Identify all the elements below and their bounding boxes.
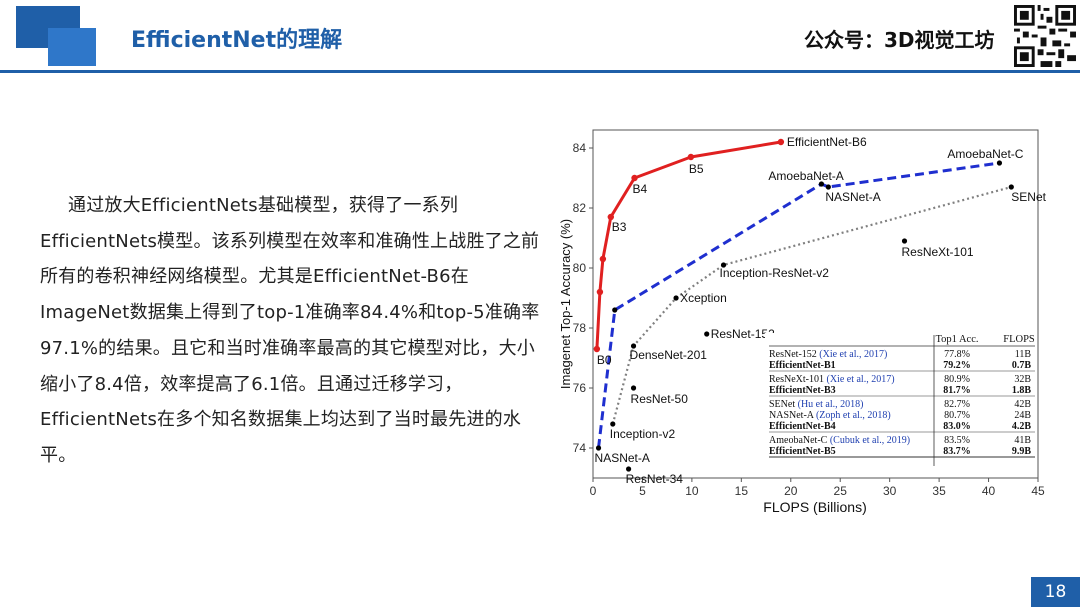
table-row-flops: 24B (1014, 410, 1031, 421)
table-row-flops: 11B (1015, 349, 1032, 360)
data-point (599, 255, 607, 263)
logo-front-square (48, 28, 96, 66)
data-point (630, 385, 637, 391)
table-row-flops: 0.7B (1012, 360, 1032, 371)
table-row-acc: 80.7% (944, 410, 970, 421)
table-row-flops: 1.8B (1012, 385, 1032, 396)
table-row-acc: 83.0% (943, 421, 971, 432)
data-point (595, 445, 602, 451)
point-label: EfficientNet-B6 (787, 135, 867, 149)
table-row-flops: 41B (1014, 435, 1031, 446)
header-divider (0, 70, 1080, 73)
data-point (607, 213, 614, 221)
point-label: B0 (597, 353, 612, 367)
slide-title: EfficientNet的理解 (131, 28, 343, 53)
table-header-acc: Top1 Acc. (935, 334, 978, 345)
table-row-model: EfficientNet-B3 (769, 385, 836, 396)
table-row-acc: 83.5% (944, 435, 970, 446)
x-axis-label: FLOPS (Billions) (763, 499, 866, 515)
point-label: AmoebaNet-A (768, 169, 843, 183)
table-row-model: EfficientNet-B4 (769, 421, 836, 432)
x-tick-label: 40 (982, 484, 996, 498)
table-row-acc: 77.8% (944, 349, 970, 360)
point-label: ResNet-50 (631, 392, 689, 406)
y-tick-label: 76 (573, 381, 587, 395)
data-point (704, 331, 710, 337)
point-label: NASNet-A (825, 190, 880, 204)
point-label: ResNeXt-101 (902, 245, 974, 259)
y-tick-label: 82 (573, 201, 587, 215)
table-header-flops: FLOPS (1003, 334, 1035, 345)
y-tick-label: 84 (573, 141, 587, 155)
table-row-acc: 80.9% (944, 374, 970, 385)
point-label: Inception-ResNet-v2 (720, 266, 830, 280)
data-point (996, 160, 1003, 166)
table-row-model: EfficientNet-B1 (769, 360, 836, 371)
data-point (825, 184, 831, 190)
table-background (765, 333, 1035, 469)
data-point (1008, 184, 1014, 190)
table-row-model: ResNet-152 (Xie et al., 2017) (769, 349, 887, 360)
y-tick-label: 74 (573, 441, 587, 455)
data-point (593, 345, 601, 353)
point-label: SENet (1011, 190, 1046, 204)
efficientnet-accuracy-chart: 0 5 10 15 20 25 30 35 40 45 74 76 78 80 82 84 B0 B3 B4 B5 E… (558, 129, 1047, 515)
data-point (612, 307, 618, 313)
table-row-model: ResNeXt-101 (Xie et al., 2017) (769, 374, 895, 385)
table-row-flops: 42B (1014, 399, 1031, 410)
y-tick-label: 78 (573, 321, 587, 335)
x-tick-label: 5 (639, 484, 646, 498)
y-axis-label: Imagenet Top-1 Accuracy (%) (558, 219, 573, 389)
x-tick-label: 25 (834, 484, 848, 498)
data-point (596, 288, 604, 296)
x-tick-label: 15 (735, 484, 749, 498)
data-point (777, 138, 785, 146)
x-tick-label: 35 (932, 484, 946, 498)
point-label: Xception (680, 291, 727, 305)
table-row-acc: 81.7% (943, 385, 971, 396)
data-point (720, 262, 727, 268)
point-label: B5 (689, 162, 704, 176)
point-label: DenseNet-201 (630, 348, 708, 362)
point-label: ResNet-34 (626, 472, 684, 486)
account-name: 公众号：3D视觉工坊 (804, 28, 995, 52)
table-row-flops: 9.9B (1012, 446, 1032, 457)
data-point (626, 466, 632, 472)
x-tick-label: 45 (1031, 484, 1045, 498)
qr-code-icon (1014, 5, 1076, 67)
x-tick-label: 0 (590, 484, 597, 498)
table-row-flops: 32B (1014, 374, 1031, 385)
data-point (687, 153, 695, 161)
point-label: AmoebaNet-C (947, 147, 1023, 161)
point-label: ResNet-152 (711, 327, 775, 341)
table-row-model: EfficientNet-B5 (769, 446, 836, 457)
data-point (610, 421, 616, 427)
table-row-acc: 79.2% (943, 360, 971, 371)
data-point (631, 174, 638, 182)
table-row-flops: 4.2B (1012, 421, 1032, 432)
page-number: 18 (1031, 577, 1080, 607)
point-label: B4 (633, 182, 648, 196)
data-point (818, 181, 825, 187)
point-label: NASNet-A (595, 451, 650, 465)
point-label: B3 (612, 220, 627, 234)
table-row-model: AmeobaNet-C (Cubuk et al., 2019) (769, 435, 910, 446)
table-row-acc: 82.7% (944, 399, 970, 410)
table-row-acc: 83.7% (943, 446, 971, 457)
x-tick-label: 20 (784, 484, 798, 498)
x-tick-label: 10 (685, 484, 699, 498)
data-point (630, 343, 637, 349)
x-tick-label: 30 (883, 484, 897, 498)
point-label: Inception-v2 (610, 427, 676, 441)
body-paragraph: 通过放大EfficientNets基础模型，获得了一系列EfficientNet… (40, 188, 540, 474)
table-row-model: NASNet-A (Zoph et al., 2018) (769, 410, 891, 421)
table-row-model: SENet (Hu et al., 2018) (769, 399, 863, 410)
data-point (673, 295, 679, 301)
data-point (901, 238, 908, 244)
body-paragraph-text: 通过放大EfficientNets基础模型，获得了一系列EfficientNet… (40, 195, 540, 466)
y-tick-label: 80 (573, 261, 587, 275)
